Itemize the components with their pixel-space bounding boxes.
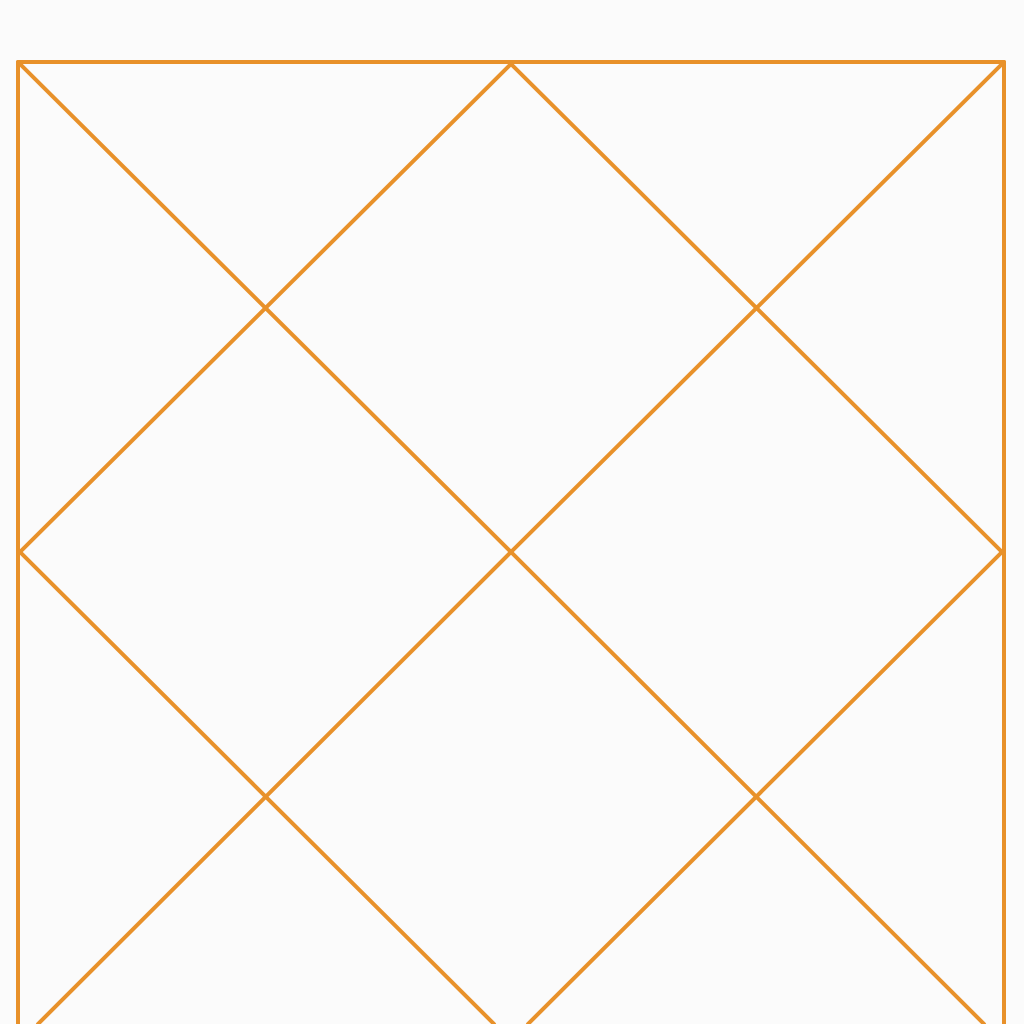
diagonal-down-4 [509,550,986,1024]
diagonal-up-3 [36,550,513,1024]
diagonal-up-4 [526,550,1004,1024]
diagonal-up-1 [18,62,513,554]
diagonal-down-3 [18,550,496,1024]
diagonal-up-2 [509,62,1004,554]
